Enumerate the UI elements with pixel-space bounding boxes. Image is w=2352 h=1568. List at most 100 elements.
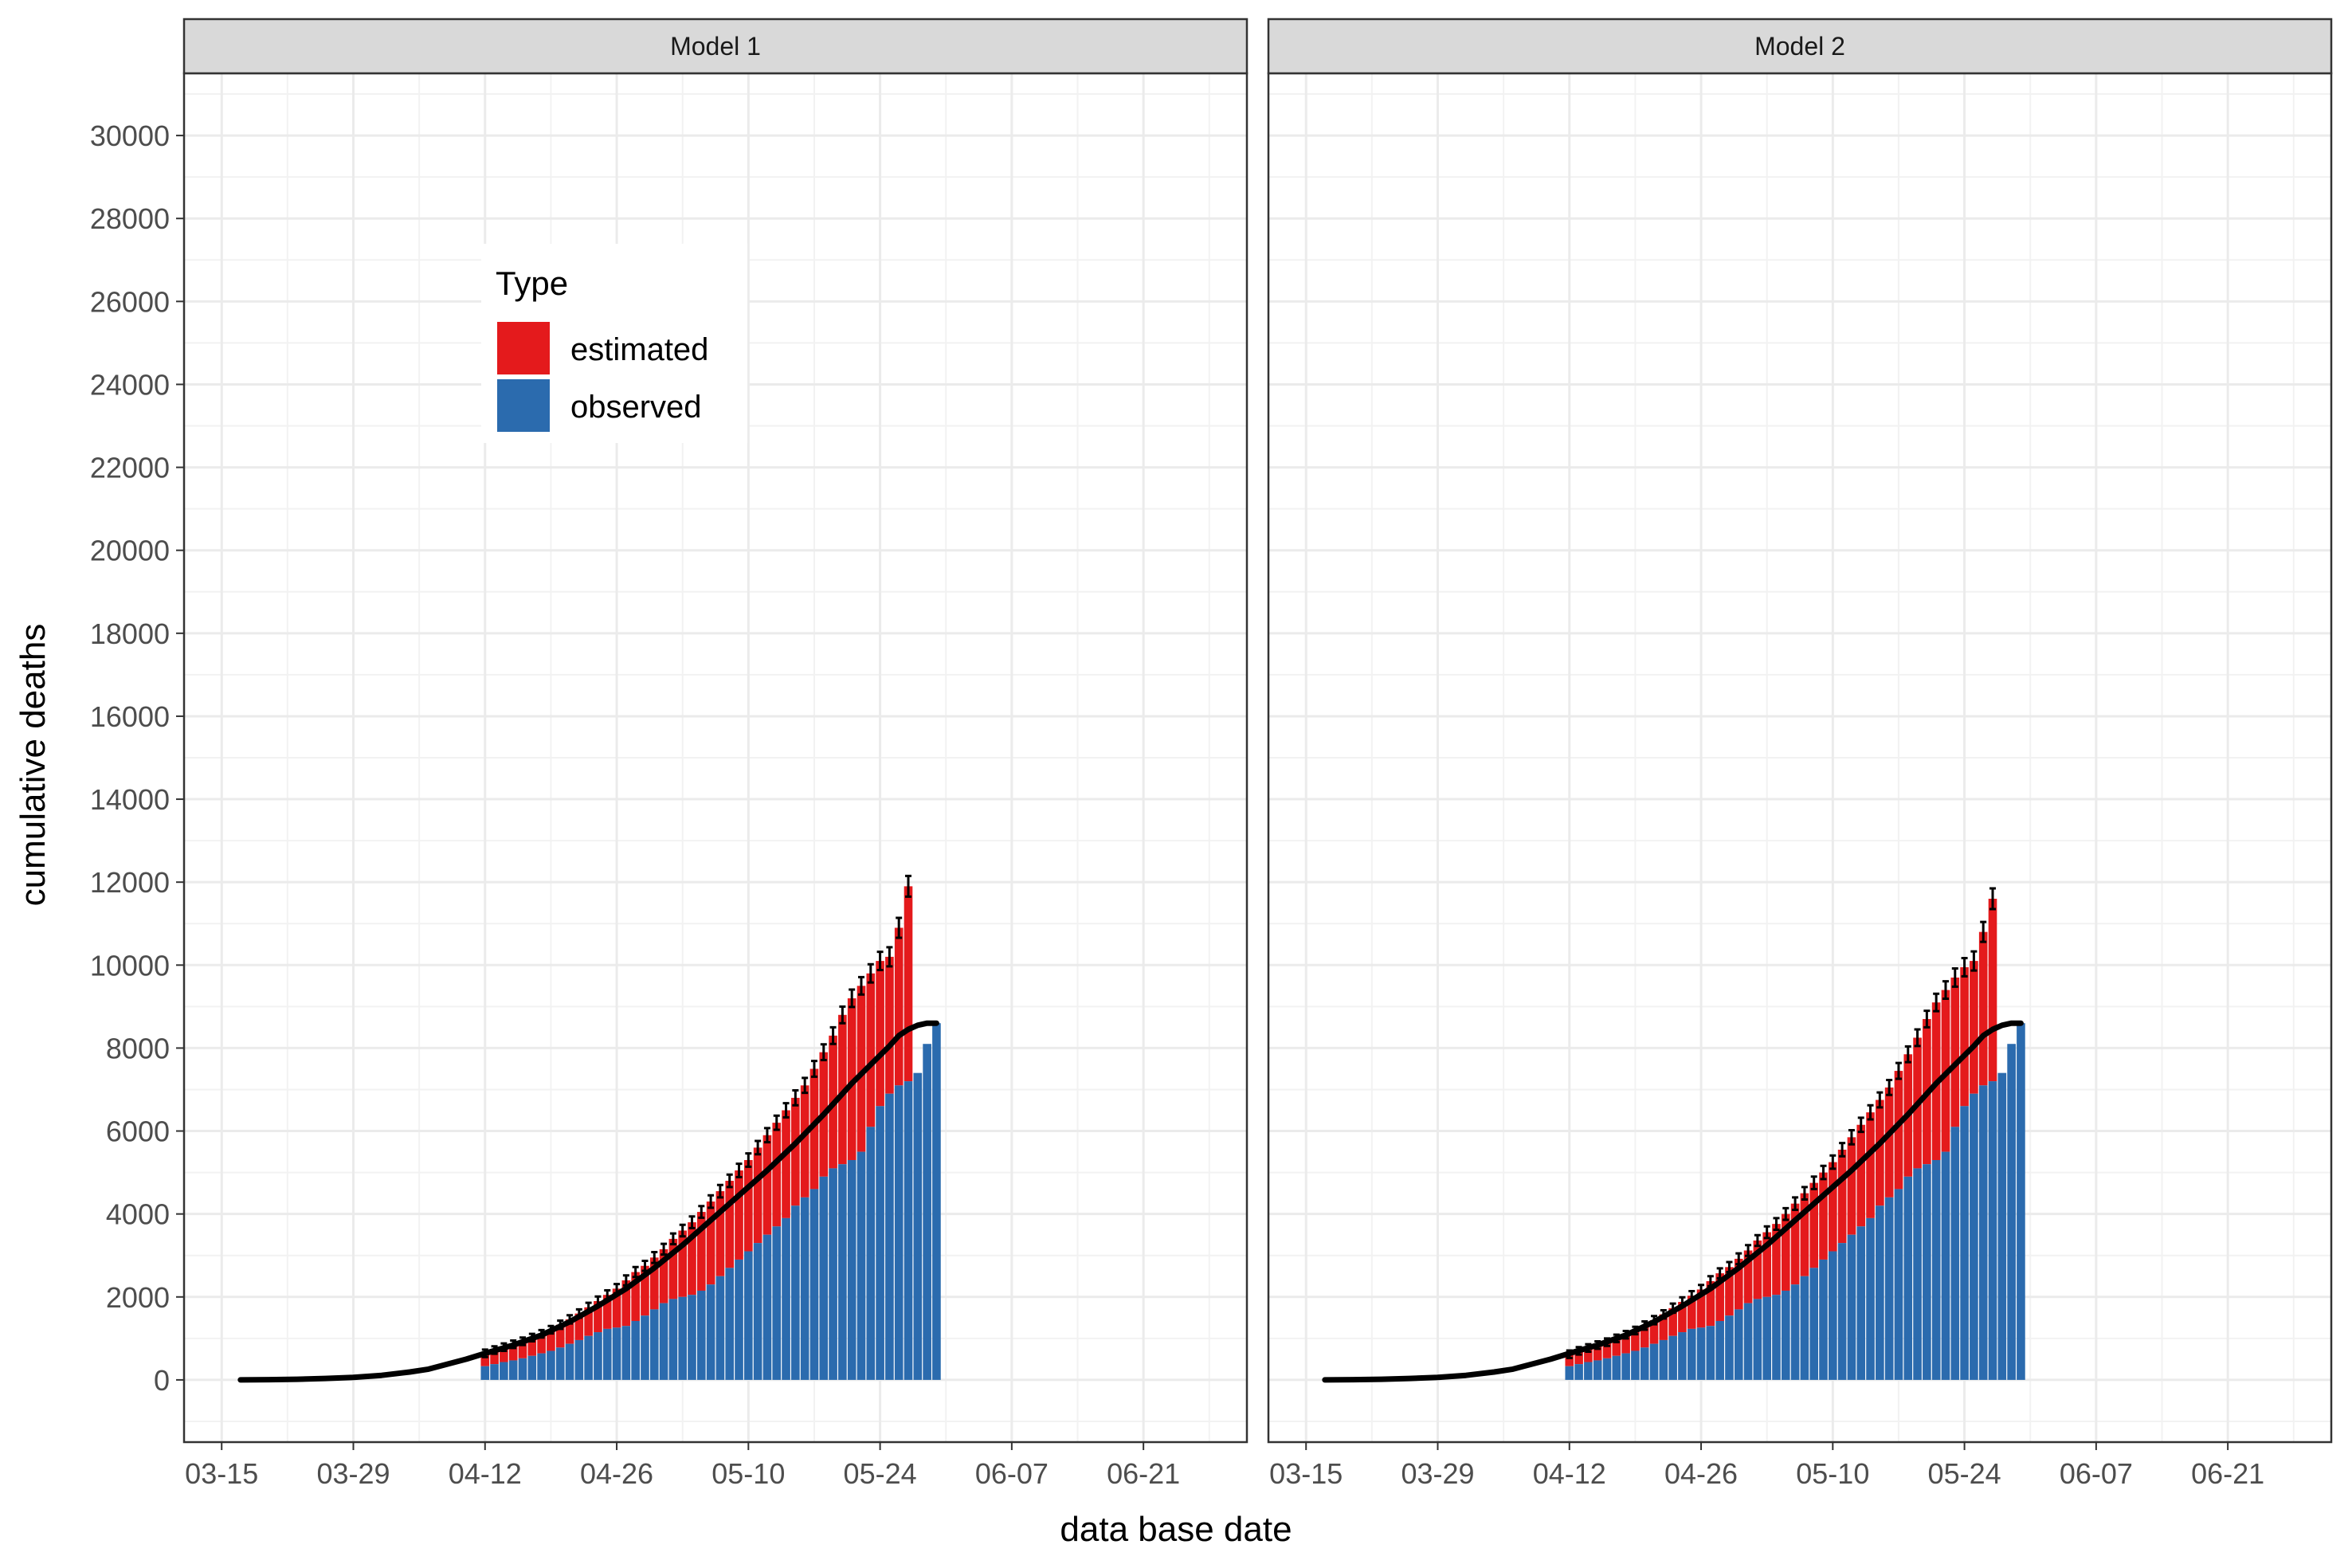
x-tick-label: 04-12: [1533, 1457, 1606, 1490]
bar-estimated: [1668, 1307, 1677, 1336]
error-bar: [857, 975, 864, 996]
bar-estimated: [772, 1123, 782, 1227]
bar-observed: [706, 1284, 715, 1380]
bar-observed: [1649, 1343, 1659, 1380]
bar-estimated: [809, 1068, 819, 1190]
bar-observed: [480, 1366, 490, 1380]
facet-strip-label: Model 2: [1754, 32, 1845, 61]
bar-observed: [725, 1268, 735, 1380]
bar-observed: [1876, 1205, 1884, 1380]
bar-estimated: [1772, 1224, 1781, 1296]
bar-observed: [1884, 1197, 1894, 1380]
bar-observed: [932, 1023, 941, 1380]
bar-observed: [819, 1176, 829, 1380]
bar-estimated: [659, 1249, 668, 1303]
bar-observed: [668, 1299, 678, 1380]
error-bar: [782, 1102, 790, 1119]
bar-estimated: [847, 998, 857, 1160]
bar-estimated: [1621, 1335, 1630, 1354]
bar-estimated: [1753, 1240, 1762, 1299]
bar-observed: [1734, 1309, 1743, 1380]
x-tick-label: 04-12: [449, 1457, 522, 1490]
bar-estimated: [490, 1350, 499, 1365]
bar-estimated: [1734, 1258, 1743, 1310]
error-bar: [1773, 1217, 1780, 1231]
bar-estimated: [782, 1110, 790, 1218]
error-bar: [1857, 1116, 1864, 1134]
x-tick-label: 03-29: [316, 1457, 390, 1490]
bar-estimated: [1970, 961, 1978, 1094]
bar-observed: [1743, 1303, 1753, 1380]
bar-estimated: [649, 1257, 659, 1310]
bar-observed: [1790, 1284, 1800, 1380]
bar-estimated: [1612, 1338, 1621, 1356]
bar-estimated: [480, 1353, 490, 1366]
error-bar: [1970, 950, 1978, 972]
bar-observed: [923, 1044, 931, 1380]
bar-estimated: [612, 1288, 621, 1328]
bar-observed: [1602, 1358, 1612, 1380]
error-bar: [905, 874, 912, 898]
bar-observed: [527, 1355, 537, 1380]
bar-observed: [735, 1259, 743, 1380]
bar-observed: [1856, 1226, 1866, 1380]
bar-estimated: [753, 1147, 762, 1244]
bar-observed: [1772, 1295, 1781, 1380]
bar-observed: [904, 1081, 913, 1380]
error-bar: [1810, 1175, 1817, 1190]
error-bar: [1980, 920, 1987, 943]
error-bar: [755, 1139, 762, 1156]
bar-estimated: [518, 1341, 527, 1358]
bar-estimated: [1659, 1314, 1668, 1340]
bar-estimated: [876, 961, 884, 1107]
bar-estimated: [678, 1230, 687, 1297]
error-bar: [735, 1162, 743, 1178]
bar-observed: [1668, 1335, 1677, 1380]
error-bar: [1933, 992, 1940, 1013]
bar-observed: [1725, 1315, 1734, 1380]
error-bar: [716, 1183, 723, 1199]
bar-observed: [1762, 1296, 1771, 1380]
x-tick-label: 06-07: [975, 1457, 1049, 1490]
bar-observed: [838, 1164, 847, 1380]
x-axis-panel-2: 03-15 03-29 04-12 04-26 05-10 05-24 06-07 06-21: [1269, 1442, 2264, 1490]
bar-estimated: [1790, 1203, 1800, 1285]
y-tick-label: 18000: [90, 617, 170, 650]
error-bar: [773, 1114, 780, 1131]
bar-observed: [490, 1364, 499, 1380]
bar-estimated: [857, 986, 866, 1152]
bar-observed: [1621, 1353, 1630, 1380]
error-bar: [1867, 1103, 1874, 1121]
y-axis: 0 2000 4000 6000 8000 10000 12000 14000 16000 180…: [90, 120, 184, 1397]
bar-estimated: [1876, 1100, 1884, 1206]
x-axis-panel-1: 03-15 03-29 04-12 04-26 05-10 05-24 06-07 06-21: [185, 1442, 1180, 1490]
bar-estimated: [1687, 1296, 1696, 1329]
bar-estimated: [1696, 1289, 1706, 1328]
bar-estimated: [1649, 1319, 1659, 1344]
error-bar: [1792, 1196, 1799, 1211]
bar-observed: [1913, 1168, 1922, 1380]
bar-observed: [782, 1217, 790, 1380]
error-bar: [745, 1152, 752, 1168]
bar-observed: [1631, 1350, 1640, 1380]
error-bar: [1942, 980, 1949, 1000]
bar-observed: [574, 1339, 584, 1380]
error-bar: [867, 962, 874, 984]
bar-estimated: [696, 1212, 706, 1291]
error-bar: [1876, 1091, 1884, 1109]
error-bar: [1801, 1186, 1808, 1201]
x-tick-label: 05-24: [1928, 1457, 2001, 1490]
y-tick-label: 16000: [90, 700, 170, 733]
bar-observed: [518, 1358, 527, 1380]
bar-estimated: [547, 1329, 555, 1351]
bar-estimated: [725, 1181, 735, 1268]
bar-estimated: [1894, 1071, 1903, 1190]
bar-estimated: [1847, 1137, 1856, 1235]
bar-estimated: [1978, 931, 1988, 1086]
bar-observed: [809, 1189, 819, 1380]
bar-observed: [772, 1226, 782, 1380]
y-tick-label: 10000: [90, 949, 170, 982]
bar-estimated: [1837, 1149, 1847, 1244]
bar-observed: [857, 1151, 866, 1380]
bar-estimated: [574, 1313, 584, 1340]
